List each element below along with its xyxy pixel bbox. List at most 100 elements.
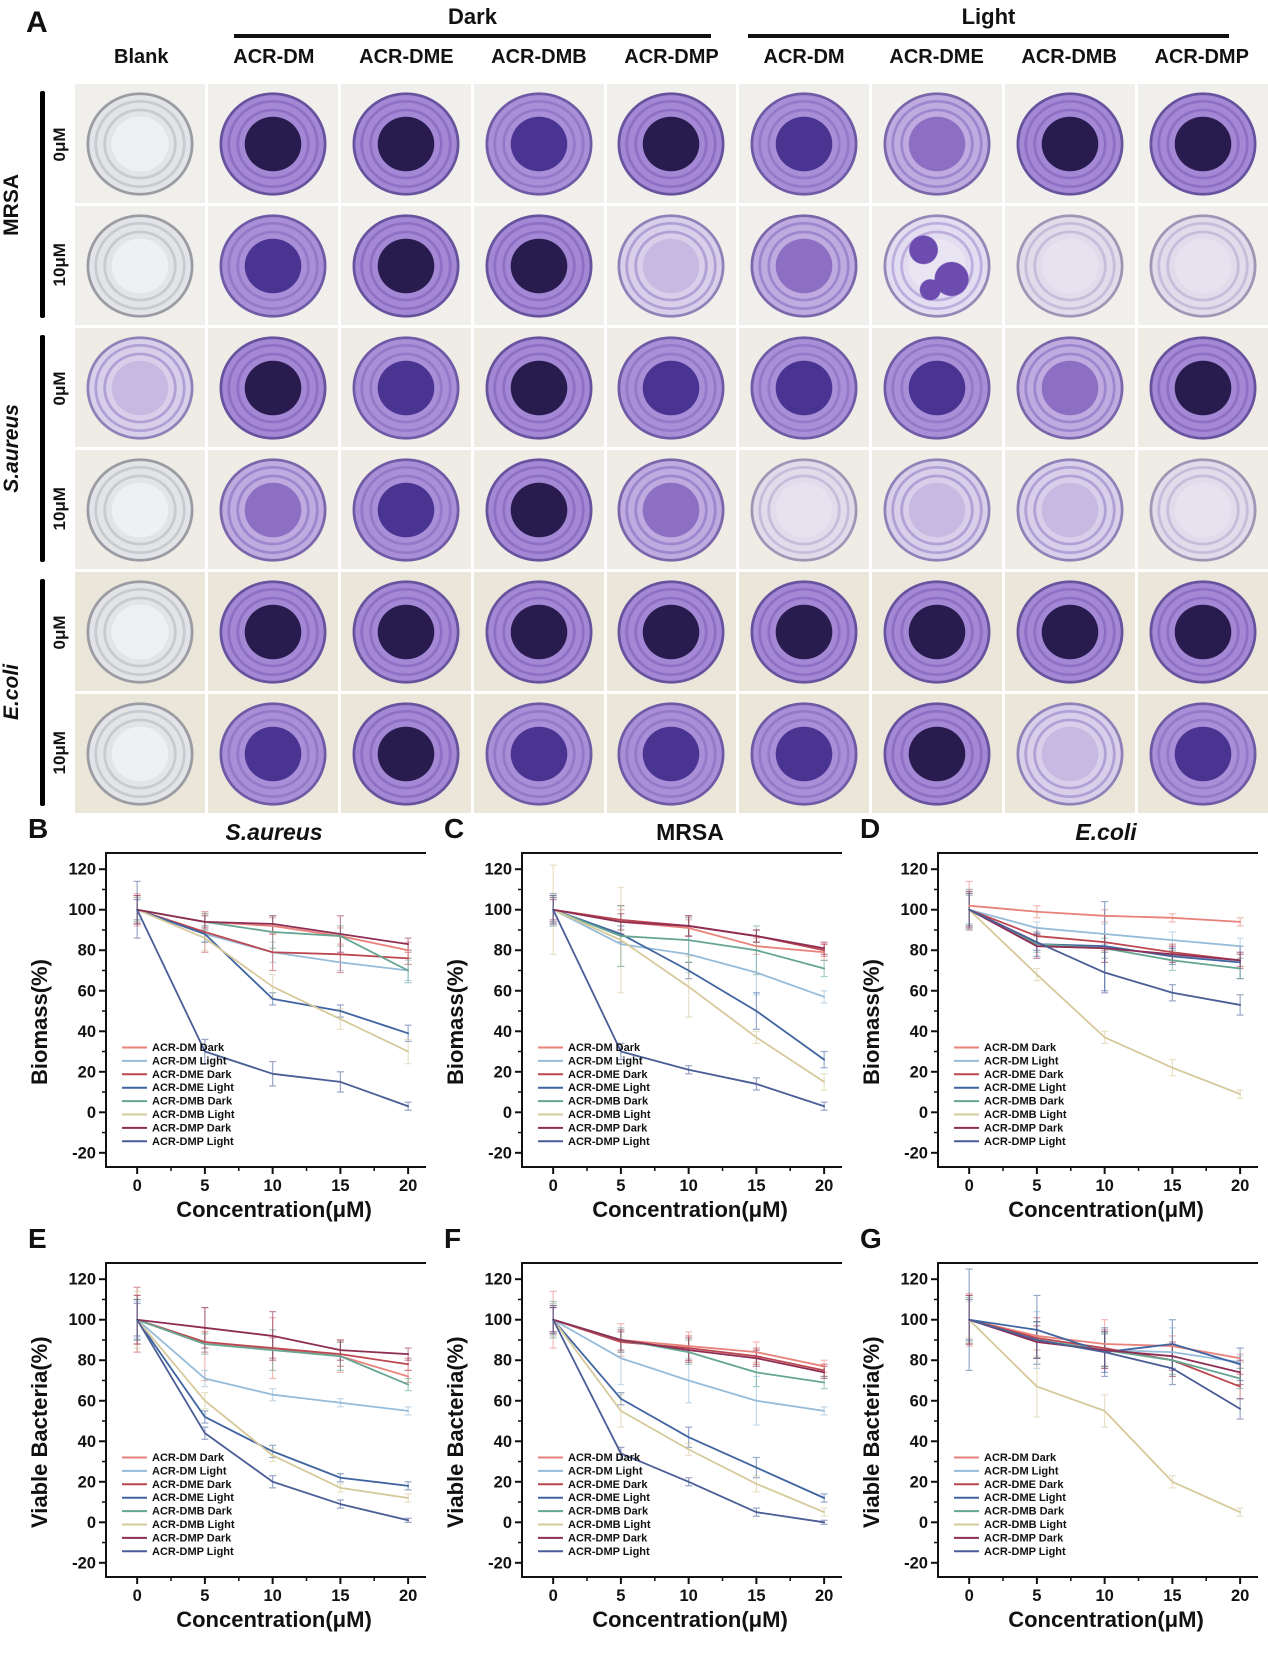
well-photo-cell: [75, 206, 205, 325]
well-photo: [615, 333, 728, 442]
well-photo: [349, 211, 462, 320]
well-photo-cell: [606, 328, 737, 447]
svg-text:80: 80: [494, 942, 512, 960]
svg-text:ACR-DM Light: ACR-DM Light: [152, 1465, 227, 1477]
well-photo: [1014, 211, 1127, 320]
y-axis-label: Viable Bacteria(%): [27, 1336, 52, 1528]
svg-text:10: 10: [679, 1587, 697, 1605]
well-photo: [1147, 577, 1260, 686]
svg-text:ACR-DME Light: ACR-DME Light: [568, 1492, 650, 1504]
svg-text:60: 60: [910, 982, 928, 1000]
well-photo-cell: [1138, 206, 1268, 325]
well-photo: [482, 455, 595, 564]
well-photo: [881, 699, 994, 808]
row-group-bar: [40, 579, 45, 806]
panel-letter: C: [444, 813, 465, 844]
well-photo-cell: [207, 450, 338, 569]
svg-text:100: 100: [900, 1311, 928, 1329]
row-group: MRSA 0μM 10μM: [0, 84, 75, 325]
svg-text:ACR-DMB Light: ACR-DMB Light: [984, 1519, 1067, 1531]
svg-text:15: 15: [1163, 1177, 1181, 1195]
well-photo-cell: [1138, 84, 1268, 203]
svg-text:ACR-DME Light: ACR-DME Light: [568, 1082, 650, 1094]
well-photo: [216, 211, 329, 320]
well-photo-cell: [872, 450, 1003, 569]
well-photo-cell: [1138, 328, 1268, 447]
chart-title: [106, 1227, 442, 1257]
svg-text:40: 40: [494, 1433, 512, 1451]
well-photo: [1147, 89, 1260, 198]
well-photo-cell: [739, 84, 870, 203]
chart-panel-d: D E.coli Biomass(%) 0 5 10 15 20 -20 0 20 40 60 80 100…: [858, 813, 1258, 1223]
well-photo-cell: [739, 450, 870, 569]
svg-text:100: 100: [900, 901, 928, 919]
svg-text:ACR-DMP Light: ACR-DMP Light: [152, 1546, 234, 1558]
svg-text:20: 20: [910, 1473, 928, 1491]
well-photo: [83, 211, 196, 320]
well-photo-cell: [1005, 572, 1136, 691]
svg-text:ACR-DMP Dark: ACR-DMP Dark: [568, 1122, 648, 1134]
well-photo-cell: [606, 694, 737, 813]
column-header: ACR-DMB: [491, 46, 587, 68]
svg-text:100: 100: [484, 1311, 512, 1329]
well-photo: [881, 211, 994, 320]
svg-text:ACR-DMP Light: ACR-DMP Light: [152, 1136, 234, 1148]
well-photo: [881, 333, 994, 442]
well-photo-cell: [739, 206, 870, 325]
well-photo: [615, 699, 728, 808]
well-photo: [881, 577, 994, 686]
well-photo-cell: [207, 84, 338, 203]
svg-text:ACR-DME Dark: ACR-DME Dark: [152, 1069, 232, 1081]
chart-panel-e: E Viable Bacteria(%) 0 5 10 15 20 -20 0 20 40 60 80 1…: [26, 1223, 426, 1633]
svg-text:ACR-DMB Dark: ACR-DMB Dark: [568, 1096, 649, 1108]
svg-text:ACR-DM Dark: ACR-DM Dark: [984, 1452, 1057, 1464]
svg-text:ACR-DMP Dark: ACR-DMP Dark: [568, 1532, 648, 1544]
svg-text:0: 0: [133, 1587, 142, 1605]
svg-text:ACR-DMP Dark: ACR-DMP Dark: [984, 1532, 1064, 1544]
well-photo: [482, 211, 595, 320]
well-photo: [748, 577, 861, 686]
well-photo-cell: [473, 84, 604, 203]
well-photo-cell: [207, 206, 338, 325]
svg-text:120: 120: [900, 1271, 928, 1289]
well-photo-cell: [75, 84, 205, 203]
svg-text:ACR-DMB Light: ACR-DMB Light: [568, 1109, 651, 1121]
well-photo-cell: [473, 572, 604, 691]
row-group-name: MRSA: [0, 173, 23, 236]
well-photo-cell: [207, 572, 338, 691]
svg-text:0: 0: [133, 1177, 142, 1195]
svg-text:ACR-DME Light: ACR-DME Light: [984, 1492, 1066, 1504]
svg-text:80: 80: [494, 1352, 512, 1370]
svg-text:ACR-DM Light: ACR-DM Light: [568, 1465, 643, 1477]
svg-text:0: 0: [965, 1177, 974, 1195]
svg-text:60: 60: [494, 1392, 512, 1410]
svg-text:100: 100: [68, 901, 96, 919]
y-axis-label: Viable Bacteria(%): [443, 1336, 468, 1528]
svg-text:ACR-DME Light: ACR-DME Light: [984, 1082, 1066, 1094]
svg-text:0: 0: [87, 1514, 96, 1532]
well-photo: [881, 455, 994, 564]
column-header: ACR-DM: [233, 46, 315, 68]
svg-text:120: 120: [484, 1271, 512, 1289]
dose-label: 0μM: [50, 371, 69, 406]
well-photo: [1014, 577, 1127, 686]
svg-text:0: 0: [87, 1104, 96, 1122]
svg-text:ACR-DMP Light: ACR-DMP Light: [984, 1136, 1066, 1148]
well-photo: [615, 577, 728, 686]
svg-text:ACR-DM Light: ACR-DM Light: [152, 1055, 227, 1067]
well-photo: [349, 455, 462, 564]
svg-text:ACR-DM Dark: ACR-DM Dark: [568, 1042, 641, 1054]
svg-text:60: 60: [910, 1392, 928, 1410]
svg-text:ACR-DME Dark: ACR-DME Dark: [568, 1479, 648, 1491]
svg-text:10: 10: [1095, 1587, 1113, 1605]
well-photo: [1147, 455, 1260, 564]
well-photo: [83, 89, 196, 198]
svg-text:-20: -20: [72, 1144, 96, 1162]
dose-label: 0μM: [50, 127, 69, 162]
chart-title: S.aureus: [225, 819, 323, 845]
svg-text:20: 20: [494, 1473, 512, 1491]
svg-text:80: 80: [78, 942, 96, 960]
panel-letter: E: [28, 1223, 47, 1254]
svg-text:ACR-DME Dark: ACR-DME Dark: [568, 1069, 648, 1081]
well-photo-cell: [75, 694, 205, 813]
